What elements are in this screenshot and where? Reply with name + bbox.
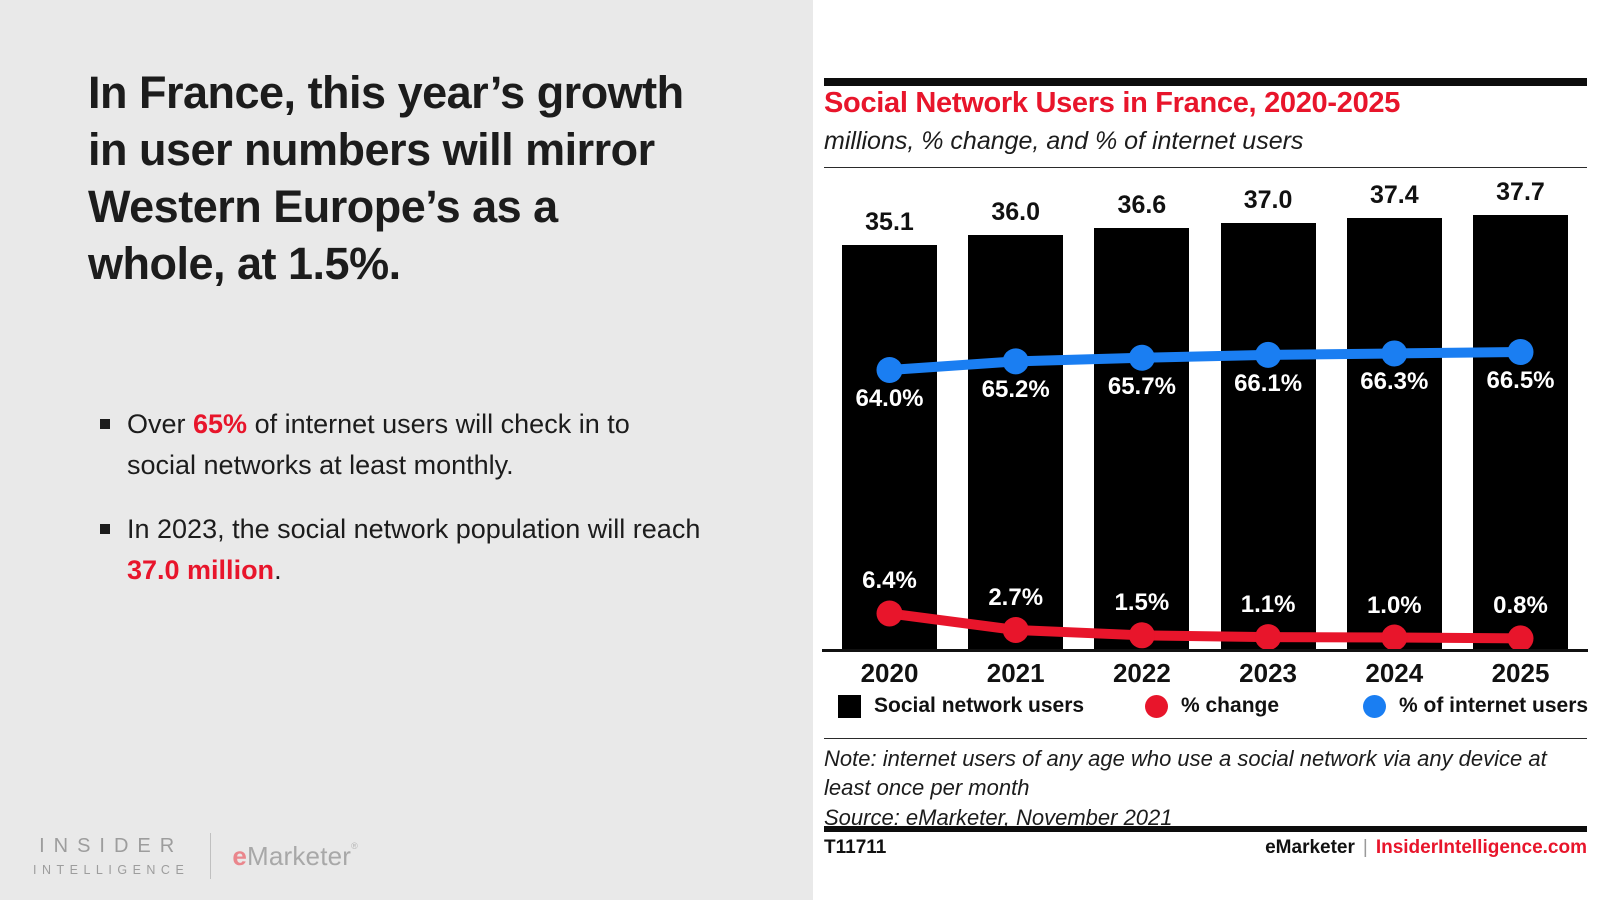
chart-plot-area: 35.1 36.0 36.6 37.0 37.4 37.7 64.0% 65.2% 65.7% 6… bbox=[815, 177, 1590, 688]
percent-change-line-point bbox=[1255, 624, 1282, 651]
emarketer-logo-rest: Marketer bbox=[246, 840, 352, 871]
chart-note: Note: internet users of any age who use … bbox=[824, 746, 1547, 801]
chart-top-rule bbox=[824, 78, 1587, 86]
logo-divider bbox=[210, 833, 212, 879]
internet-users-pct-label: 66.3% bbox=[1360, 368, 1429, 396]
bar-value-label: 37.7 bbox=[1496, 177, 1545, 206]
year-label: 2020 bbox=[860, 658, 919, 688]
internet-users-line-point bbox=[1002, 348, 1029, 375]
percent-change-line-point bbox=[1002, 616, 1029, 643]
bullet-square-icon bbox=[100, 524, 110, 534]
bar-value-label: 36.0 bbox=[991, 197, 1041, 226]
internet-users-line bbox=[884, 347, 1526, 375]
percent-change-dot-icon bbox=[1145, 694, 1168, 718]
bar-value-label: 37.4 bbox=[1369, 181, 1419, 210]
internet-users-dot-icon bbox=[1363, 694, 1386, 718]
percent-change-label: 2.7% bbox=[988, 583, 1044, 611]
percent-change-line-point bbox=[876, 600, 903, 627]
footer-emarketer: eMarketer bbox=[1265, 837, 1355, 858]
internet-users-line-point bbox=[1128, 344, 1155, 371]
internet-users-pct-label: 66.1% bbox=[1234, 369, 1303, 397]
bar-value-label: 36.6 bbox=[1117, 190, 1167, 219]
lines-overlay bbox=[876, 339, 1534, 652]
year-label: 2021 bbox=[986, 658, 1045, 688]
internet-users-pct-label: 65.2% bbox=[981, 376, 1050, 404]
left-text-panel: In France, this year’s growth in user nu… bbox=[0, 0, 813, 900]
bar bbox=[968, 234, 1064, 651]
brand-logos: INSIDER INTELLIGENCE eMarketer® bbox=[33, 833, 358, 879]
internet-users-pct-label: 64.0% bbox=[855, 385, 924, 412]
percent-change-line-point bbox=[1507, 625, 1534, 652]
bullet-text-post: of internet users will check in to socia… bbox=[127, 409, 630, 480]
bullet-highlight: 37.0 million bbox=[127, 554, 275, 585]
footer-brand-row: eMarketer | InsiderIntelligence.com bbox=[1265, 837, 1587, 859]
footer-rule bbox=[824, 826, 1587, 832]
year-label: 2025 bbox=[1491, 658, 1550, 688]
internet-users-line-point bbox=[1255, 341, 1282, 368]
bar bbox=[1346, 218, 1442, 651]
percent-change-line-point bbox=[1128, 622, 1155, 649]
bar bbox=[842, 245, 937, 651]
internet-users-line-point bbox=[1381, 340, 1408, 367]
chart-id: T11711 bbox=[824, 837, 887, 858]
chart-title: Social Network Users in France, 2020-202… bbox=[824, 87, 1401, 119]
internet-users-pct-label: 66.5% bbox=[1486, 367, 1555, 394]
legend-label: % of internet users bbox=[1399, 694, 1589, 717]
legend-item-internet-users: % of internet users bbox=[1363, 694, 1588, 718]
footer-site-link[interactable]: InsiderIntelligence.com bbox=[1375, 837, 1587, 858]
chart-source: Source: eMarketer, November 2021 bbox=[824, 804, 1173, 830]
bullet-text-post: . bbox=[274, 554, 282, 585]
headline: In France, this year’s growth in user nu… bbox=[88, 67, 684, 290]
legend-item-percent-change: % change bbox=[1145, 694, 1279, 718]
x-axis-line bbox=[822, 649, 1588, 652]
footer-separator: | bbox=[1362, 837, 1368, 858]
emarketer-logo-e: e bbox=[232, 840, 247, 871]
legend-label: Social network users bbox=[874, 694, 1085, 717]
emarketer-logo: eMarketer® bbox=[232, 841, 358, 872]
internet-users-line-point bbox=[1507, 339, 1534, 365]
bar-swatch-icon bbox=[838, 694, 861, 718]
registered-mark-icon: ® bbox=[351, 840, 359, 851]
year-label: 2023 bbox=[1239, 658, 1298, 688]
bar-value-label: 37.0 bbox=[1243, 186, 1293, 215]
percent-change-label: 1.5% bbox=[1114, 589, 1170, 617]
percent-change-label: 0.8% bbox=[1493, 592, 1548, 620]
legend-label: % change bbox=[1181, 694, 1280, 717]
bar-value-label: 35.1 bbox=[865, 208, 914, 237]
bar bbox=[1220, 223, 1316, 651]
bullet-text: In 2023, the social network population w… bbox=[127, 509, 705, 590]
percent-change-line-point bbox=[1381, 624, 1408, 651]
chart-header-hairline bbox=[824, 167, 1587, 168]
bullet-text-pre: In 2023, the social network population w… bbox=[127, 514, 701, 544]
percent-change-label: 1.1% bbox=[1240, 591, 1296, 619]
percent-change-line bbox=[884, 608, 1526, 644]
bullet-text-pre: Over bbox=[127, 409, 194, 439]
bar bbox=[1094, 227, 1190, 651]
chart-subtitle: millions, % change, and % of internet us… bbox=[824, 127, 1304, 155]
insider-logo-line2: INTELLIGENCE bbox=[33, 863, 190, 877]
bullet-highlight: 65% bbox=[193, 409, 248, 439]
internet-users-pct-label: 65.7% bbox=[1107, 372, 1176, 400]
note-block: Note: internet users of any age who use … bbox=[824, 744, 1594, 832]
list-item: Over 65% of internet users will check in… bbox=[100, 404, 705, 485]
note-hairline bbox=[824, 738, 1587, 739]
chart-panel bbox=[813, 0, 1600, 900]
percent-change-label: 1.0% bbox=[1366, 591, 1422, 619]
insider-intelligence-logo: INSIDER INTELLIGENCE bbox=[33, 835, 189, 877]
year-label: 2022 bbox=[1112, 658, 1171, 688]
legend-item-social-network-users: Social network users bbox=[838, 694, 1084, 718]
internet-users-line-point bbox=[876, 357, 903, 383]
bar bbox=[1473, 214, 1568, 651]
bullet-square-icon bbox=[100, 419, 110, 429]
year-label: 2024 bbox=[1365, 658, 1424, 688]
bullet-text: Over 65% of internet users will check in… bbox=[127, 404, 705, 485]
percent-change-label: 6.4% bbox=[862, 567, 917, 595]
list-item: In 2023, the social network population w… bbox=[100, 509, 705, 590]
insider-logo-line1: INSIDER bbox=[39, 835, 184, 857]
bullet-list: Over 65% of internet users will check in… bbox=[100, 404, 705, 614]
